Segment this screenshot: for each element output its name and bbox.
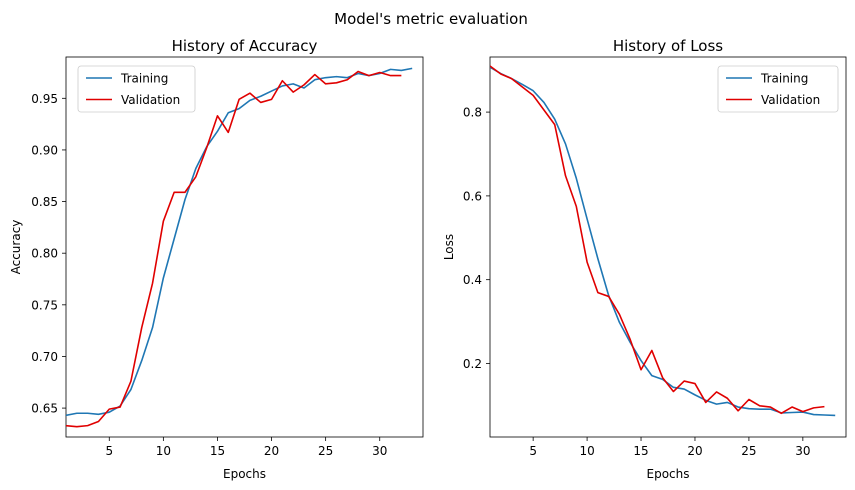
- x-tick-label: 15: [210, 444, 225, 458]
- legend-label-training: Training: [120, 72, 168, 86]
- x-axis-label: Epochs: [223, 467, 266, 481]
- y-tick-label: 0.85: [31, 195, 58, 209]
- x-tick-label: 20: [264, 444, 279, 458]
- x-tick-label: 25: [318, 444, 333, 458]
- y-tick-label: 0.4: [463, 273, 482, 287]
- y-tick-label: 0.70: [31, 350, 58, 364]
- y-tick-label: 0.95: [31, 92, 58, 106]
- y-axis-label: Accuracy: [9, 220, 23, 275]
- legend: Training Validation: [717, 65, 839, 113]
- x-tick-label: 5: [529, 444, 537, 458]
- y-tick-label: 0.80: [31, 247, 58, 261]
- plot-area: [489, 56, 847, 438]
- series-line-validation: [66, 70, 402, 428]
- legend-label-validation: Validation: [121, 93, 180, 107]
- chart-title: History of Loss: [613, 37, 723, 55]
- y-tick-label: 0.65: [31, 402, 58, 416]
- y-tick-label: 0.8: [463, 106, 482, 120]
- x-tick-label: 30: [372, 444, 387, 458]
- y-tick-label: 0.6: [463, 189, 482, 203]
- x-tick-label: 25: [741, 444, 756, 458]
- x-tick-label: 5: [105, 444, 113, 458]
- y-tick-label: 0.2: [463, 357, 482, 371]
- y-tick-label: 0.90: [31, 143, 58, 157]
- x-tick-label: 20: [687, 444, 702, 458]
- legend: Training Validation: [77, 65, 196, 113]
- figure-title: Model's metric evaluation: [334, 10, 528, 28]
- legend-label-validation: Validation: [761, 93, 820, 107]
- x-tick-label: 30: [795, 444, 810, 458]
- y-axis-label: Loss: [442, 234, 456, 260]
- plot-area: [65, 56, 424, 438]
- x-tick-label: 15: [633, 444, 648, 458]
- loss-chart: History of Loss 5 10 15 20 25 30 0.2 0.4 0.6 0.8 Ep…: [442, 37, 847, 481]
- series-line-validation: [490, 65, 825, 415]
- x-axis-label: Epochs: [647, 467, 690, 481]
- y-tick-label: 0.75: [31, 298, 58, 312]
- legend-label-training: Training: [760, 72, 808, 86]
- accuracy-chart: History of Accuracy 5 10 15 20 25 30 0.65 0.70 0.…: [9, 37, 424, 481]
- chart-title: History of Accuracy: [172, 37, 318, 55]
- x-tick-label: 10: [579, 444, 594, 458]
- x-tick-label: 10: [156, 444, 171, 458]
